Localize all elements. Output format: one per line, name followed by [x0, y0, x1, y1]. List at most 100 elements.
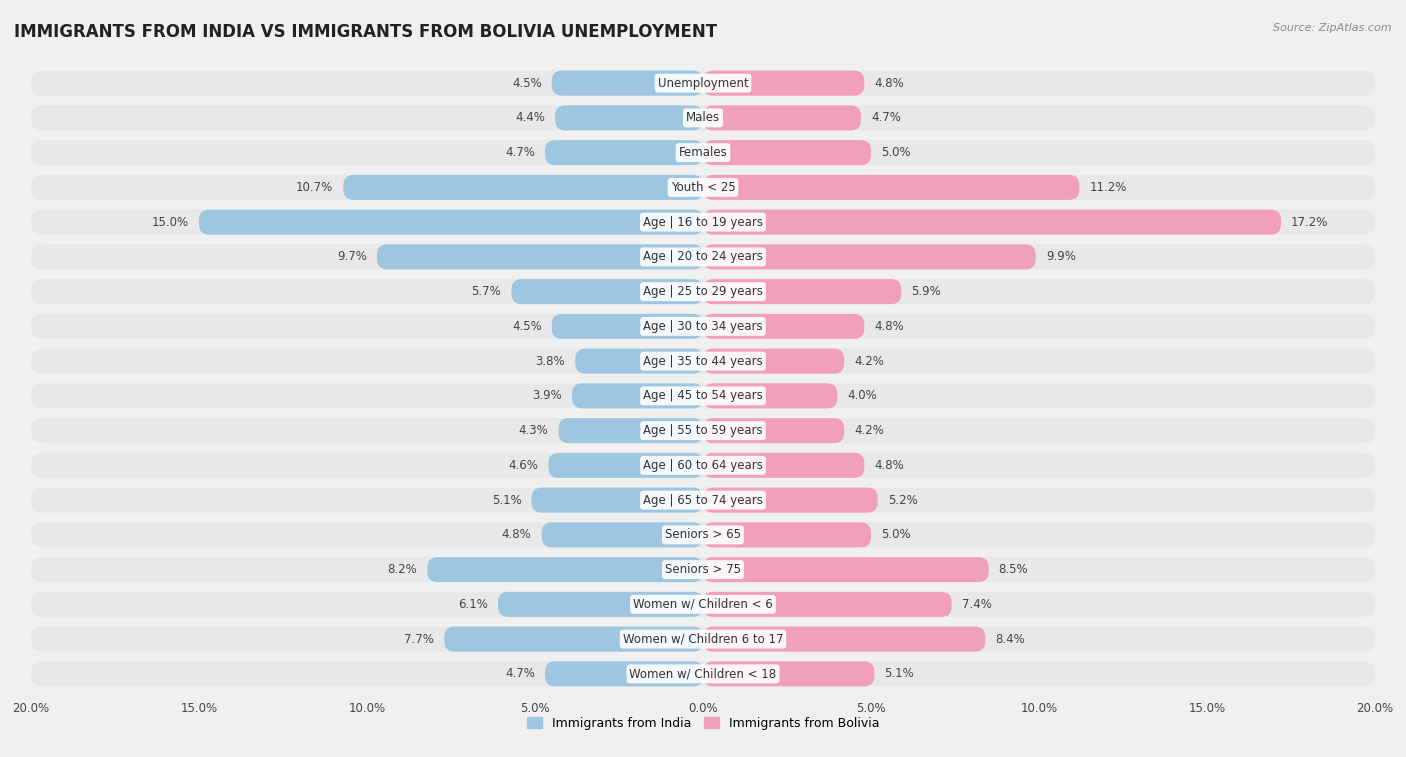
- FancyBboxPatch shape: [377, 245, 703, 269]
- Text: 4.2%: 4.2%: [855, 424, 884, 437]
- FancyBboxPatch shape: [31, 453, 1375, 478]
- Text: 10.7%: 10.7%: [297, 181, 333, 194]
- FancyBboxPatch shape: [31, 105, 1375, 130]
- FancyBboxPatch shape: [31, 245, 1375, 269]
- Text: Seniors > 75: Seniors > 75: [665, 563, 741, 576]
- Text: 4.8%: 4.8%: [875, 76, 904, 89]
- FancyBboxPatch shape: [31, 383, 1375, 408]
- FancyBboxPatch shape: [703, 522, 872, 547]
- FancyBboxPatch shape: [703, 70, 865, 95]
- FancyBboxPatch shape: [703, 627, 986, 652]
- Text: Age | 20 to 24 years: Age | 20 to 24 years: [643, 251, 763, 263]
- Text: Age | 30 to 34 years: Age | 30 to 34 years: [643, 320, 763, 333]
- Text: 5.0%: 5.0%: [882, 528, 911, 541]
- Text: 15.0%: 15.0%: [152, 216, 188, 229]
- Text: Unemployment: Unemployment: [658, 76, 748, 89]
- Text: 5.0%: 5.0%: [882, 146, 911, 159]
- Text: 4.8%: 4.8%: [875, 459, 904, 472]
- Text: Age | 25 to 29 years: Age | 25 to 29 years: [643, 285, 763, 298]
- FancyBboxPatch shape: [31, 279, 1375, 304]
- FancyBboxPatch shape: [703, 140, 872, 165]
- FancyBboxPatch shape: [31, 70, 1375, 95]
- FancyBboxPatch shape: [31, 314, 1375, 339]
- FancyBboxPatch shape: [703, 210, 1281, 235]
- Text: Age | 16 to 19 years: Age | 16 to 19 years: [643, 216, 763, 229]
- Text: IMMIGRANTS FROM INDIA VS IMMIGRANTS FROM BOLIVIA UNEMPLOYMENT: IMMIGRANTS FROM INDIA VS IMMIGRANTS FROM…: [14, 23, 717, 41]
- FancyBboxPatch shape: [546, 140, 703, 165]
- Text: 5.1%: 5.1%: [492, 494, 522, 506]
- Text: 4.7%: 4.7%: [872, 111, 901, 124]
- FancyBboxPatch shape: [427, 557, 703, 582]
- Text: Women w/ Children 6 to 17: Women w/ Children 6 to 17: [623, 633, 783, 646]
- FancyBboxPatch shape: [551, 70, 703, 95]
- FancyBboxPatch shape: [31, 140, 1375, 165]
- FancyBboxPatch shape: [444, 627, 703, 652]
- Text: 4.7%: 4.7%: [505, 146, 534, 159]
- FancyBboxPatch shape: [548, 453, 703, 478]
- FancyBboxPatch shape: [31, 210, 1375, 235]
- Text: 4.8%: 4.8%: [875, 320, 904, 333]
- FancyBboxPatch shape: [31, 662, 1375, 687]
- Text: Seniors > 65: Seniors > 65: [665, 528, 741, 541]
- Text: 4.7%: 4.7%: [505, 668, 534, 681]
- Text: Youth < 25: Youth < 25: [671, 181, 735, 194]
- FancyBboxPatch shape: [551, 314, 703, 339]
- FancyBboxPatch shape: [558, 418, 703, 443]
- Text: 5.7%: 5.7%: [471, 285, 502, 298]
- Text: Women w/ Children < 18: Women w/ Children < 18: [630, 668, 776, 681]
- Text: 4.6%: 4.6%: [509, 459, 538, 472]
- Text: Males: Males: [686, 111, 720, 124]
- FancyBboxPatch shape: [572, 383, 703, 408]
- FancyBboxPatch shape: [498, 592, 703, 617]
- FancyBboxPatch shape: [703, 105, 860, 130]
- Text: Age | 35 to 44 years: Age | 35 to 44 years: [643, 354, 763, 368]
- Text: 6.1%: 6.1%: [458, 598, 488, 611]
- Text: Source: ZipAtlas.com: Source: ZipAtlas.com: [1274, 23, 1392, 33]
- Text: Females: Females: [679, 146, 727, 159]
- FancyBboxPatch shape: [703, 557, 988, 582]
- FancyBboxPatch shape: [512, 279, 703, 304]
- Text: 17.2%: 17.2%: [1291, 216, 1329, 229]
- Text: 11.2%: 11.2%: [1090, 181, 1126, 194]
- Text: Age | 60 to 64 years: Age | 60 to 64 years: [643, 459, 763, 472]
- FancyBboxPatch shape: [31, 349, 1375, 374]
- FancyBboxPatch shape: [546, 662, 703, 687]
- Text: 5.1%: 5.1%: [884, 668, 914, 681]
- Text: 4.4%: 4.4%: [515, 111, 546, 124]
- Text: 4.0%: 4.0%: [848, 389, 877, 403]
- Legend: Immigrants from India, Immigrants from Bolivia: Immigrants from India, Immigrants from B…: [522, 712, 884, 735]
- FancyBboxPatch shape: [703, 314, 865, 339]
- Text: 3.9%: 3.9%: [531, 389, 562, 403]
- FancyBboxPatch shape: [531, 488, 703, 512]
- FancyBboxPatch shape: [703, 383, 838, 408]
- FancyBboxPatch shape: [198, 210, 703, 235]
- Text: Age | 55 to 59 years: Age | 55 to 59 years: [643, 424, 763, 437]
- FancyBboxPatch shape: [703, 418, 844, 443]
- Text: 8.5%: 8.5%: [998, 563, 1028, 576]
- FancyBboxPatch shape: [703, 488, 877, 512]
- FancyBboxPatch shape: [703, 453, 865, 478]
- Text: 4.2%: 4.2%: [855, 354, 884, 368]
- FancyBboxPatch shape: [575, 349, 703, 374]
- Text: 4.8%: 4.8%: [502, 528, 531, 541]
- FancyBboxPatch shape: [703, 175, 1080, 200]
- FancyBboxPatch shape: [555, 105, 703, 130]
- Text: 8.2%: 8.2%: [388, 563, 418, 576]
- Text: 5.2%: 5.2%: [887, 494, 918, 506]
- Text: 9.7%: 9.7%: [337, 251, 367, 263]
- Text: 9.9%: 9.9%: [1046, 251, 1076, 263]
- Text: 7.4%: 7.4%: [962, 598, 991, 611]
- Text: 7.7%: 7.7%: [405, 633, 434, 646]
- FancyBboxPatch shape: [703, 349, 844, 374]
- Text: 4.5%: 4.5%: [512, 76, 541, 89]
- FancyBboxPatch shape: [343, 175, 703, 200]
- FancyBboxPatch shape: [31, 488, 1375, 512]
- Text: 4.3%: 4.3%: [519, 424, 548, 437]
- FancyBboxPatch shape: [31, 592, 1375, 617]
- Text: Age | 65 to 74 years: Age | 65 to 74 years: [643, 494, 763, 506]
- FancyBboxPatch shape: [703, 662, 875, 687]
- FancyBboxPatch shape: [31, 175, 1375, 200]
- FancyBboxPatch shape: [541, 522, 703, 547]
- FancyBboxPatch shape: [31, 627, 1375, 652]
- Text: 5.9%: 5.9%: [911, 285, 941, 298]
